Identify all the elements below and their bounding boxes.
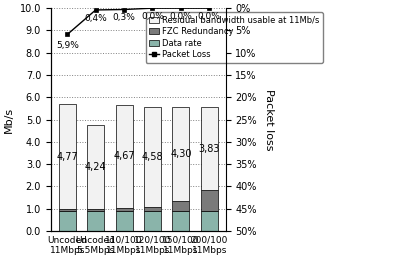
Text: 5,9%: 5,9% <box>56 41 79 50</box>
Bar <box>58 211 76 231</box>
Bar <box>115 208 132 211</box>
Bar <box>144 107 161 207</box>
Bar <box>172 201 189 211</box>
Bar <box>144 207 161 211</box>
Legend: Residual bandwidth usable at 11Mb/s, FZC Redundancy, Data rate, Packet Loss: Residual bandwidth usable at 11Mb/s, FZC… <box>145 12 322 62</box>
Y-axis label: Packet loss: Packet loss <box>263 89 273 150</box>
Y-axis label: Mb/s: Mb/s <box>4 107 14 133</box>
Text: 0,3%: 0,3% <box>112 13 135 22</box>
Bar <box>172 211 189 231</box>
Text: 4,77: 4,77 <box>56 152 78 161</box>
Bar <box>58 104 76 209</box>
Text: 0,0%: 0,0% <box>197 12 220 21</box>
Bar <box>200 190 217 211</box>
Bar <box>87 211 104 231</box>
Text: 4,58: 4,58 <box>141 152 163 162</box>
Text: 0,0%: 0,0% <box>141 12 164 21</box>
Bar <box>172 107 189 201</box>
Text: 0,0%: 0,0% <box>169 12 192 21</box>
Text: 3,83: 3,83 <box>198 144 220 154</box>
Bar <box>144 211 161 231</box>
Text: 4,67: 4,67 <box>113 151 135 161</box>
Bar <box>115 211 132 231</box>
Text: 4,24: 4,24 <box>85 162 106 172</box>
Text: 0,4%: 0,4% <box>84 14 107 23</box>
Text: 4,30: 4,30 <box>170 149 191 159</box>
Bar <box>200 107 217 190</box>
Bar <box>200 211 217 231</box>
Bar <box>115 105 132 208</box>
Bar <box>58 209 76 211</box>
Bar <box>87 125 104 209</box>
Bar <box>87 209 104 211</box>
